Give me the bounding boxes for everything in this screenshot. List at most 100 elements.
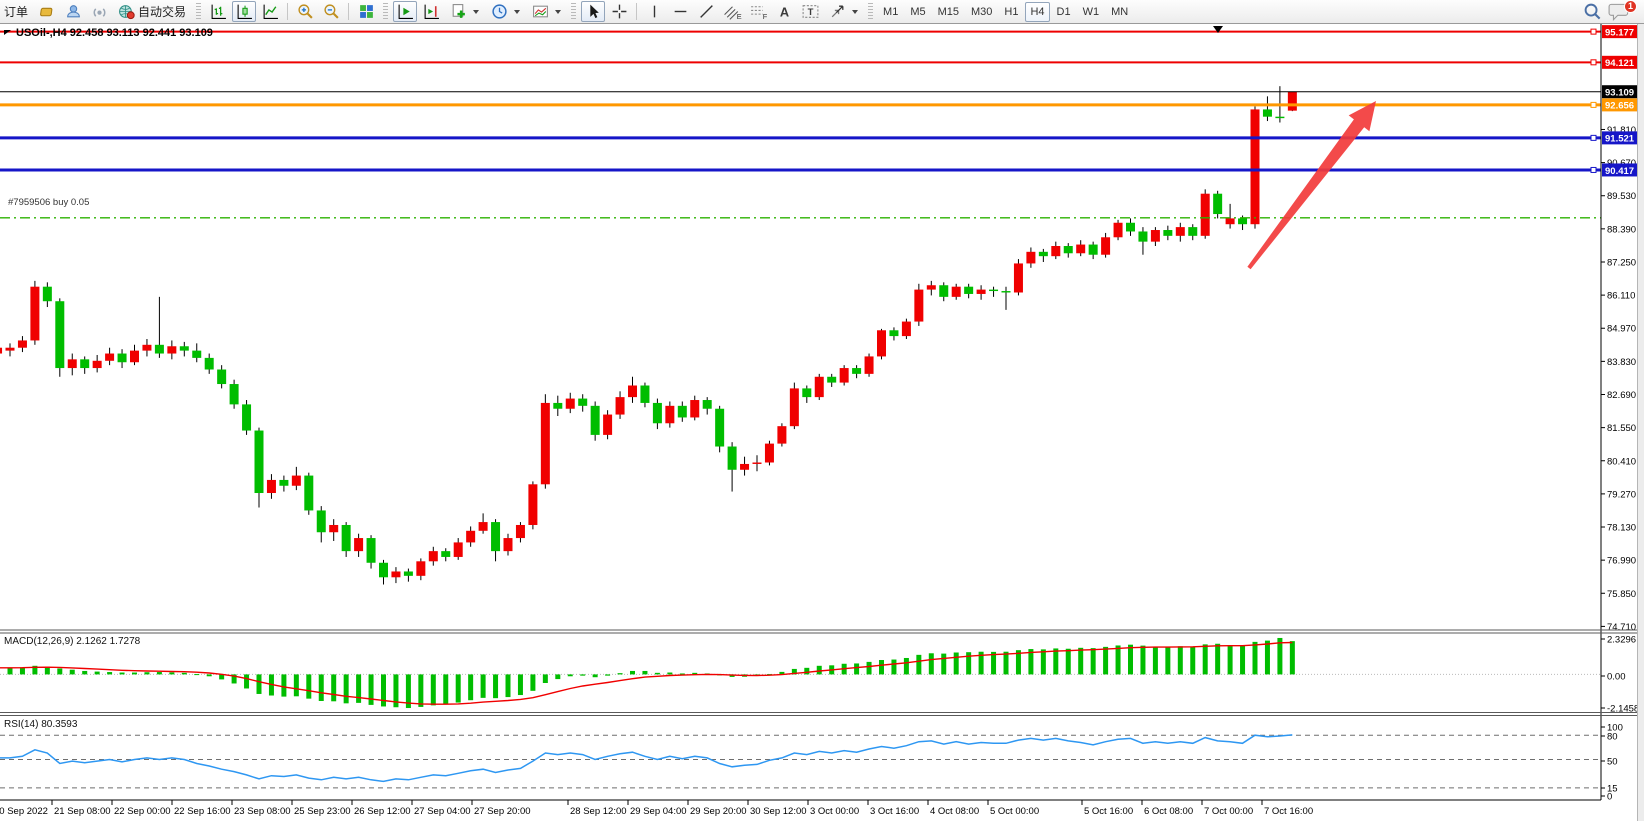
macd-histogram-bar — [119, 672, 125, 675]
arrows-button[interactable] — [824, 1, 863, 22]
crosshair-icon — [612, 4, 626, 19]
macd-histogram-bar — [1065, 648, 1071, 675]
candle-body — [528, 484, 538, 525]
macd-histogram-bar — [1015, 650, 1021, 675]
macd-histogram-bar — [903, 657, 909, 675]
macd-histogram-bar — [82, 670, 88, 675]
candlestick-button[interactable] — [232, 1, 257, 22]
candle-body — [1126, 222, 1135, 232]
toolbar-grip[interactable] — [868, 2, 874, 21]
timeframe-h4[interactable]: H4 — [1025, 1, 1050, 22]
text-button[interactable]: A — [772, 1, 796, 22]
bar-chart-button[interactable] — [206, 1, 230, 22]
order-button[interactable]: 订单 — [4, 5, 29, 19]
timeframe-mn[interactable]: MN — [1106, 2, 1133, 22]
candle-body — [67, 359, 77, 369]
zoom-in-button[interactable] — [293, 1, 317, 22]
community-button[interactable] — [61, 1, 85, 22]
candle-body — [279, 479, 289, 486]
rsi-line — [0, 734, 1293, 783]
window-menu-icon[interactable] — [4, 30, 11, 35]
cursor-button[interactable] — [581, 1, 606, 22]
macd-histogram-bar — [144, 672, 150, 675]
candle-body — [341, 524, 351, 552]
candle-body — [441, 551, 451, 557]
macd-histogram-bar — [879, 660, 884, 675]
templates-button[interactable] — [527, 1, 566, 22]
macd-histogram-bar — [804, 667, 810, 675]
macd-histogram-bar — [854, 663, 860, 675]
candle-body — [1287, 91, 1297, 111]
line-handle[interactable] — [1590, 134, 1597, 141]
macd-histogram-bar — [493, 674, 499, 699]
tile-windows-button[interactable] — [354, 1, 378, 22]
chart-shift-button[interactable] — [419, 1, 443, 22]
candle-body — [1063, 246, 1073, 254]
timeframe-h1[interactable]: H1 — [999, 2, 1023, 22]
macd-histogram-bar — [356, 674, 362, 703]
line-handle[interactable] — [1590, 28, 1597, 35]
bar-chart-icon — [211, 4, 226, 19]
vertical-line-button[interactable] — [642, 1, 666, 22]
timeframe-m30[interactable]: M30 — [966, 2, 997, 22]
timeframe-m5[interactable]: M5 — [905, 2, 930, 22]
macd-histogram-bar — [1115, 645, 1121, 675]
add-indicator-icon — [452, 4, 465, 18]
fibonacci-button[interactable]: F — [746, 1, 770, 22]
candle-body — [814, 376, 824, 398]
tile-windows-icon — [359, 5, 373, 18]
timeframe-m15[interactable]: M15 — [933, 2, 964, 22]
gold-icon-button[interactable] — [35, 1, 59, 22]
toolbar-grip[interactable] — [571, 2, 577, 21]
autotrading-button[interactable]: 自动交易 — [113, 1, 191, 22]
candle-body — [80, 359, 90, 369]
trend-arrow-annotation[interactable] — [1247, 101, 1376, 270]
candle-body — [391, 571, 401, 578]
zoom-out-button[interactable] — [319, 1, 343, 22]
candle-body — [1275, 116, 1285, 119]
line-chart-button[interactable] — [258, 1, 282, 22]
macd-histogram-bar — [617, 673, 623, 675]
chevron-down-icon — [852, 9, 859, 14]
toolbar-grip[interactable] — [196, 2, 202, 21]
rsi-scale-label: 15 — [1607, 784, 1618, 795]
line-handle[interactable] — [1590, 101, 1597, 108]
trendline-button[interactable] — [694, 1, 718, 22]
candle-body — [976, 289, 986, 294]
signals-button[interactable] — [87, 1, 111, 22]
notifications-button[interactable]: 1 — [1608, 0, 1637, 23]
periods-button[interactable] — [486, 1, 525, 22]
toolbar-grip[interactable] — [383, 2, 389, 21]
candle-body — [1088, 244, 1098, 255]
timeframe-d1[interactable]: D1 — [1052, 2, 1076, 22]
macd-signal-line — [0, 641, 1293, 705]
add-indicator-button[interactable] — [445, 1, 484, 22]
crosshair-button[interactable] — [607, 1, 631, 22]
macd-histogram-bar — [318, 674, 324, 701]
auto-scroll-button[interactable] — [393, 1, 418, 22]
candle-body — [453, 542, 463, 557]
macd-histogram-bar — [991, 651, 997, 675]
price-tick-label: 74.710 — [1607, 622, 1636, 633]
price-tick-label: 83.830 — [1607, 357, 1636, 368]
svg-text:E: E — [736, 12, 741, 20]
line-handle[interactable] — [1590, 59, 1597, 66]
timeframe-w1[interactable]: W1 — [1078, 2, 1105, 22]
macd-histogram-bar — [156, 672, 162, 675]
timeframe-m1[interactable]: M1 — [878, 2, 903, 22]
horizontal-line-button[interactable] — [668, 1, 692, 22]
macd-histogram-bar — [1053, 648, 1059, 675]
text-label-button[interactable]: T — [798, 1, 822, 22]
candle-body — [42, 286, 52, 302]
search-icon[interactable] — [1583, 2, 1602, 21]
equidistant-channel-button[interactable]: E — [720, 1, 744, 22]
price-tick-label: 79.270 — [1607, 489, 1636, 500]
macd-histogram-bar — [1165, 646, 1171, 675]
macd-histogram-bar — [592, 674, 598, 678]
price-badge-label: 90.417 — [1605, 166, 1634, 177]
trendline-icon — [699, 5, 713, 18]
line-handle[interactable] — [1590, 166, 1597, 173]
macd-histogram-bar — [891, 659, 897, 675]
candle-body — [1038, 251, 1048, 257]
